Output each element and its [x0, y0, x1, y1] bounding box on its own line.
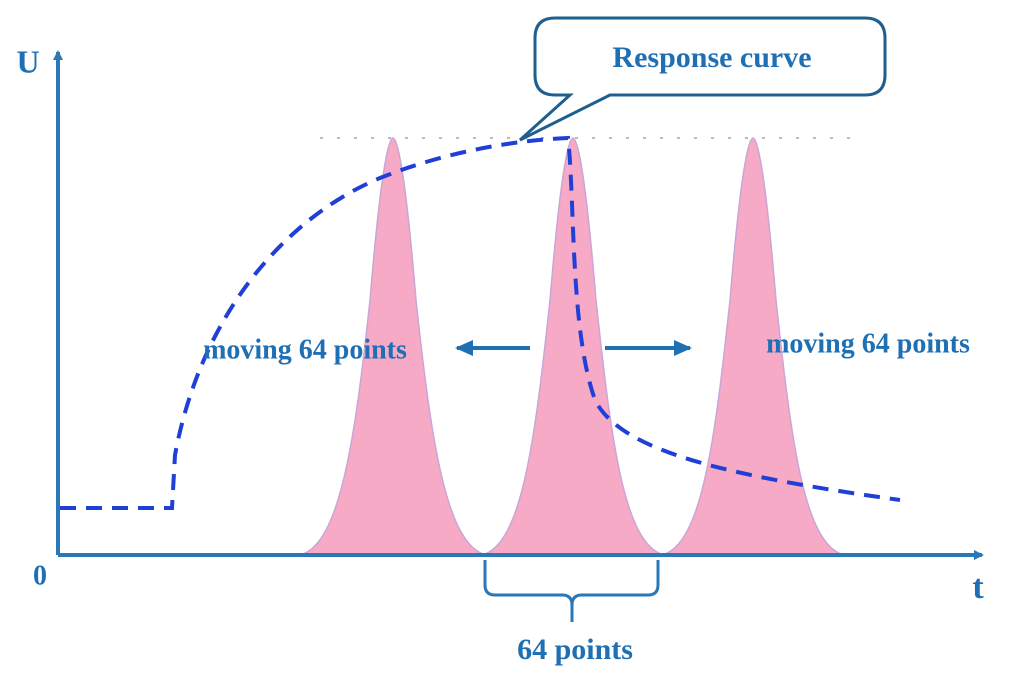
peak [661, 137, 845, 556]
response-curve [60, 135, 901, 510]
annotation: 64 points [517, 633, 633, 666]
y-axis-label: U [16, 43, 39, 79]
origin-label: 0 [33, 560, 47, 591]
x-axis-label: t [972, 569, 984, 606]
callout-box [518, 16, 887, 142]
callout-text: Response curve [612, 41, 811, 74]
peak [299, 137, 487, 556]
annotation: moving 64 points [203, 334, 407, 365]
annotation: moving 64 points [766, 328, 970, 359]
brace [483, 560, 660, 622]
peaks [299, 137, 845, 556]
peak [481, 137, 665, 556]
